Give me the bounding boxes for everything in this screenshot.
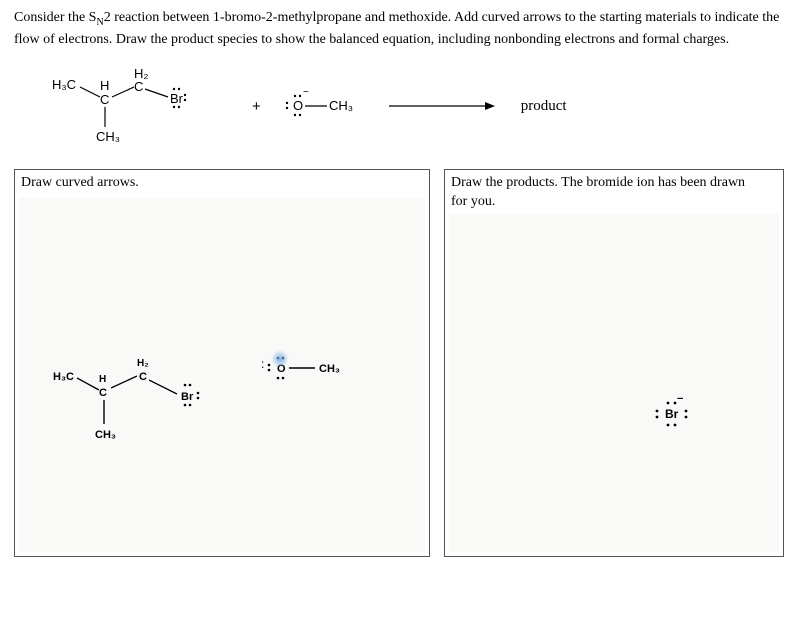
answer-panels: Draw curved arrows. H₃C H C CH₃ H₂ C Br xyxy=(14,169,785,557)
q-line1-pre: Consider the S xyxy=(14,10,96,25)
lbl-br: Br xyxy=(170,91,184,106)
lbl-och3: CH₃ xyxy=(329,98,353,113)
l-och3: CH₃ xyxy=(319,363,340,375)
l-c2: C xyxy=(139,371,147,383)
svg-text::: : xyxy=(261,357,264,371)
lbl-ch3: CH₃ xyxy=(96,129,120,144)
panel-right-caption: Draw the products. The bromide ion has b… xyxy=(445,170,783,214)
l-br: Br xyxy=(181,391,194,403)
lbl-o: O xyxy=(293,98,303,113)
reaction-arrow-icon xyxy=(387,99,497,113)
lbl-h3c: H₃C xyxy=(52,77,76,92)
l-c: C xyxy=(99,387,107,399)
methoxide-structure: O CH₃ − xyxy=(273,86,369,126)
l-ch3: CH₃ xyxy=(95,429,116,441)
question-text: Consider the SN2 reaction between 1-brom… xyxy=(14,8,785,49)
panel-right-canvas[interactable]: Br − xyxy=(449,214,779,552)
reaction-equation: H₃C H C CH₃ H₂ C Br + O CH₃ xyxy=(50,63,785,149)
product-label: product xyxy=(521,98,567,115)
q-line3: formal charges. xyxy=(642,32,729,47)
q-line1-post: 2 reaction between 1-bromo-2-methylpropa… xyxy=(104,10,711,25)
neg-charge: − xyxy=(303,87,309,98)
lbl-h: H xyxy=(100,78,109,93)
right-canvas-svg[interactable]: Br − xyxy=(449,214,781,554)
panel-left-caption: Draw curved arrows. xyxy=(15,170,429,195)
l-h3c: H₃C xyxy=(53,371,74,383)
panel-right-caption-1: Draw the products. The bromide ion has b… xyxy=(451,175,745,190)
panel-curved-arrows[interactable]: Draw curved arrows. H₃C H C CH₃ H₂ C Br xyxy=(14,169,430,557)
panel-left-canvas[interactable]: H₃C H C CH₃ H₂ C Br O xyxy=(19,198,425,552)
left-canvas-svg[interactable]: H₃C H C CH₃ H₂ C Br O xyxy=(19,198,427,554)
l-h2: H₂ xyxy=(137,358,149,369)
panel-right-caption-2: for you. xyxy=(451,194,495,209)
plus-sign: + xyxy=(252,98,261,115)
r-neg: − xyxy=(677,393,683,405)
lbl-c2: C xyxy=(134,79,143,94)
reactant-structure: H₃C H C CH₃ H₂ C Br xyxy=(50,63,240,149)
r-br: Br xyxy=(665,407,679,421)
l-h: H xyxy=(99,374,106,385)
panel-products[interactable]: Draw the products. The bromide ion has b… xyxy=(444,169,784,557)
lbl-c: C xyxy=(100,92,109,107)
q-line1-sub: N xyxy=(96,17,103,28)
